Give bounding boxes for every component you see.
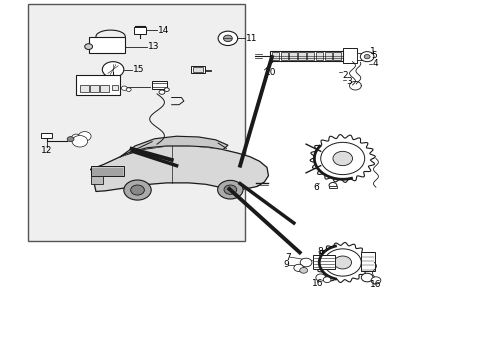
Bar [152, 81, 167, 89]
Text: 11: 11 [246, 34, 257, 43]
Bar [329, 186, 337, 188]
Bar [270, 50, 343, 60]
Bar [76, 75, 121, 95]
Text: 5: 5 [371, 51, 377, 60]
Circle shape [164, 88, 169, 91]
Bar [134, 27, 147, 34]
Circle shape [360, 51, 374, 62]
Bar [90, 85, 99, 92]
Bar [91, 166, 124, 176]
Circle shape [124, 180, 151, 200]
Bar [41, 133, 51, 138]
Circle shape [159, 90, 165, 94]
Circle shape [300, 258, 312, 267]
Circle shape [316, 274, 326, 281]
Bar [361, 252, 375, 271]
Bar [307, 52, 315, 60]
Circle shape [323, 277, 331, 283]
Bar [333, 52, 341, 60]
Circle shape [126, 88, 131, 91]
Bar [272, 52, 279, 60]
Circle shape [102, 62, 124, 77]
Bar [27, 4, 245, 241]
Bar [357, 53, 367, 60]
Bar [80, 85, 89, 92]
Circle shape [334, 256, 351, 269]
Circle shape [371, 277, 381, 284]
Text: 7: 7 [286, 253, 291, 262]
Bar [325, 52, 332, 60]
Bar [89, 37, 125, 53]
Text: 12: 12 [41, 146, 52, 155]
Text: 9: 9 [283, 261, 289, 270]
Text: 16: 16 [313, 279, 324, 288]
Circle shape [85, 44, 93, 49]
Bar [100, 85, 109, 92]
Circle shape [361, 273, 373, 282]
Circle shape [333, 151, 352, 166]
Circle shape [218, 180, 243, 199]
Text: 15: 15 [133, 65, 144, 74]
Bar [109, 77, 117, 80]
Text: 14: 14 [158, 26, 170, 35]
Circle shape [72, 134, 81, 141]
Circle shape [72, 135, 88, 147]
Text: 1: 1 [369, 47, 375, 56]
Circle shape [67, 136, 74, 141]
Circle shape [223, 35, 232, 41]
Circle shape [78, 132, 91, 141]
Circle shape [300, 267, 308, 273]
Text: 10: 10 [265, 68, 276, 77]
Text: 16: 16 [369, 280, 381, 289]
Circle shape [321, 142, 365, 175]
Circle shape [324, 249, 361, 276]
Text: 6: 6 [314, 183, 319, 192]
Bar [191, 66, 205, 73]
Bar [298, 52, 306, 60]
Circle shape [131, 185, 145, 195]
Text: 3: 3 [346, 77, 352, 86]
Text: 13: 13 [148, 42, 160, 51]
Bar [316, 52, 323, 60]
Bar [91, 176, 103, 184]
Circle shape [122, 86, 127, 90]
Bar [290, 52, 297, 60]
Bar [281, 52, 288, 60]
Bar [343, 48, 357, 63]
Text: 2: 2 [343, 71, 348, 80]
Polygon shape [91, 146, 269, 192]
Text: 4: 4 [373, 59, 379, 68]
Text: 8: 8 [318, 247, 323, 256]
Bar [314, 255, 335, 269]
Circle shape [329, 183, 337, 188]
Circle shape [218, 31, 238, 45]
Circle shape [224, 185, 237, 194]
Bar [112, 85, 118, 90]
Circle shape [294, 264, 304, 271]
Polygon shape [121, 136, 228, 157]
Bar [193, 67, 203, 72]
Circle shape [364, 54, 370, 59]
